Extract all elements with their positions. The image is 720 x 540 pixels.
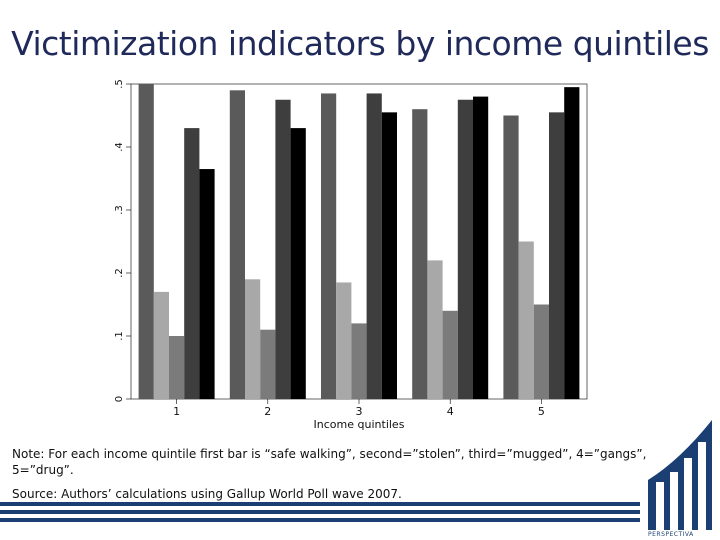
logo-text: PERSPECTIVA [648, 531, 694, 538]
y-tick-label: .1 [114, 331, 125, 341]
x-tick-label: 2 [264, 405, 271, 418]
bar [229, 90, 245, 400]
y-tick-label: 0 [114, 396, 125, 402]
bar [549, 112, 565, 399]
y-tick-label: .5 [114, 80, 125, 89]
bar [275, 99, 291, 399]
bar [564, 87, 580, 400]
bar [138, 84, 154, 399]
bar [199, 169, 215, 399]
bar [457, 99, 473, 399]
bar [321, 93, 337, 399]
bar [412, 109, 428, 399]
chart-note: Note: For each income quintile first bar… [12, 447, 647, 477]
bar [336, 282, 352, 399]
bars [138, 84, 580, 400]
bar [245, 279, 261, 399]
y-axis: 0 .1 .2 .3 .4 .5 [114, 80, 131, 402]
bar [503, 115, 519, 399]
x-tick-label: 4 [447, 405, 454, 418]
bar-chart: 0 .1 .2 .3 .4 .5 1 2 3 4 5 Income quintiles [114, 80, 588, 431]
x-tick-label: 3 [356, 405, 363, 418]
bar [533, 304, 549, 399]
x-axis-title: Income quintiles [314, 418, 405, 431]
bar [518, 241, 534, 399]
bar [427, 260, 443, 399]
bar [169, 336, 185, 399]
footer-stripes [0, 502, 640, 522]
x-tick-label: 1 [173, 405, 180, 418]
x-axis: 1 2 3 4 5 Income quintiles [173, 399, 545, 431]
y-tick-label: .2 [114, 268, 125, 278]
bar [473, 96, 489, 399]
y-tick-label: .3 [114, 205, 125, 215]
bar [366, 93, 382, 399]
bar [184, 128, 200, 399]
bar [153, 291, 169, 399]
x-tick-label: 5 [538, 405, 545, 418]
bar [442, 310, 458, 399]
bar [351, 323, 367, 399]
slide-title: Victimization indicators by income quint… [11, 24, 709, 63]
logo-graphic [648, 420, 712, 530]
chart-source: Source: Authors’ calculations using Gall… [12, 487, 402, 501]
y-tick-label: .4 [114, 142, 125, 152]
bar [381, 112, 397, 399]
bar [260, 329, 276, 399]
bar [290, 128, 306, 399]
